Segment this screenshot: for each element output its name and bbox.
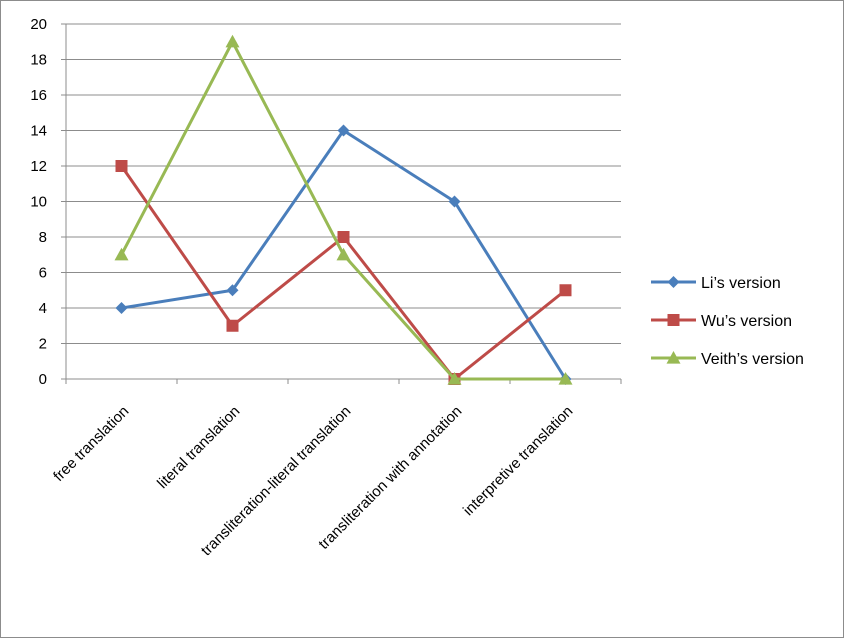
y-tick-label: 14 [30,123,47,140]
data-point-square [337,231,350,243]
data-point-diamond [337,124,350,137]
data-point-triangle [336,247,351,261]
y-tick-label: 0 [39,371,47,388]
y-tick-label: 18 [30,52,47,69]
legend-entry: Wu’s version [651,313,792,330]
x-tick-label: literal translation [154,403,243,492]
y-tick-label: 12 [30,158,47,175]
y-tick-label: 16 [30,87,47,104]
x-tick-label: free translation [50,403,132,485]
data-point-square [226,319,239,332]
x-tick-labels: free translation literal translationtrans… [50,403,576,559]
series-1 [115,160,572,385]
series-line [120,40,566,381]
data-point-square [559,284,572,297]
data-point-triangle [114,247,129,261]
y-tick-label: 4 [39,300,47,317]
x-tick-label: interpretive translation [460,403,576,519]
data-point-triangle [558,372,573,385]
y-tick-label: 20 [30,16,47,33]
y-tick-labels: 0 2 4 6 8 10 12 14 16 18 20 [30,16,47,388]
data-point-square [115,160,128,172]
data-point-triangle [225,34,240,48]
series-2 [114,34,573,385]
data-point-triangle [447,372,462,385]
legend: Li’s version Wu’s version Veith’s version [651,275,804,368]
legend-entry: Veith’s version [651,351,804,368]
data-point-diamond [448,195,461,208]
legend-label: Wu’s version [701,313,792,330]
y-tick-label: 2 [39,336,47,353]
y-tick-label: 8 [39,229,47,246]
y-tick-label: 10 [30,194,47,211]
series-lines [114,34,573,385]
legend-label: Veith’s version [701,351,804,368]
legend-label: Li’s version [701,275,781,292]
axes [61,23,622,384]
data-point-diamond [226,284,239,297]
legend-entry: Li’s version [651,275,781,292]
y-tick-label: 6 [39,265,47,282]
data-point-diamond [115,302,128,314]
data-point-triangle [666,351,681,364]
data-point-square [667,314,680,326]
data-point-diamond [667,276,680,288]
